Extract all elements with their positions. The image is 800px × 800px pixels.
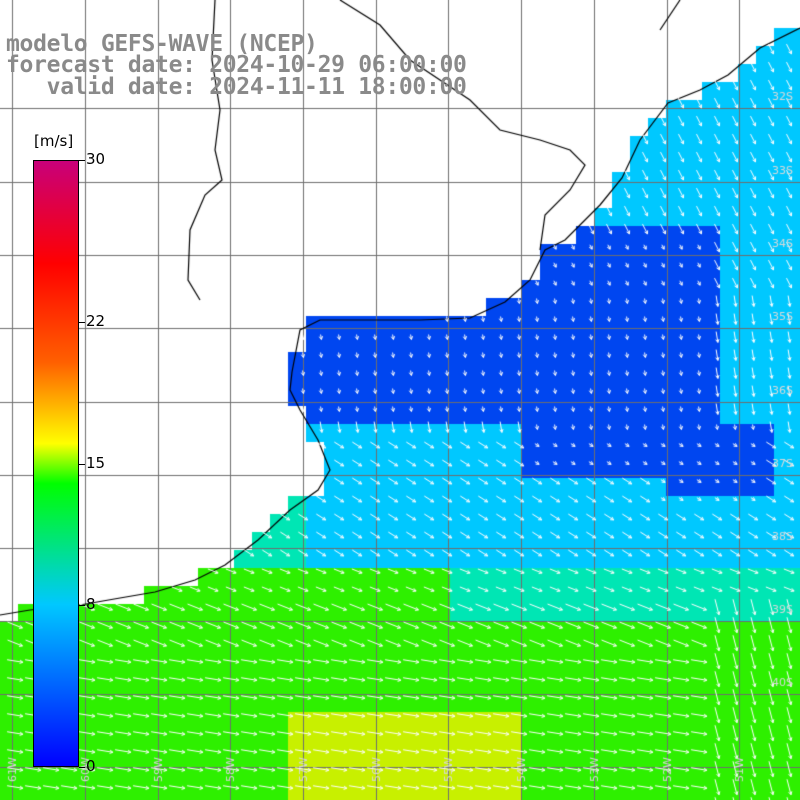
colorbar-tick-mark [79,767,85,768]
colorbar-tick-label: 30 [86,150,106,168]
colorbar-tick-label: 15 [86,453,106,472]
model-title: modelo GEFS-WAVE (NCEP) [6,31,318,57]
colorbar-tick-label: 8 [86,595,96,614]
colorbar-tick-mark [79,160,85,161]
colorbar-tick-label: 22 [86,311,106,330]
colorbar-tick-label: 0 [86,757,96,775]
colorbar-unit-label: [m/s] [34,132,74,150]
forecast-date: forecast date: 2024-10-29 06:00:00 [6,52,467,78]
colorbar [33,160,79,767]
colorbar-tick-mark [79,605,85,607]
colorbar-tick-mark [79,321,85,323]
valid-date: valid date: 2024-11-11 18:00:00 [6,74,467,100]
colorbar-tick-mark [79,463,85,465]
